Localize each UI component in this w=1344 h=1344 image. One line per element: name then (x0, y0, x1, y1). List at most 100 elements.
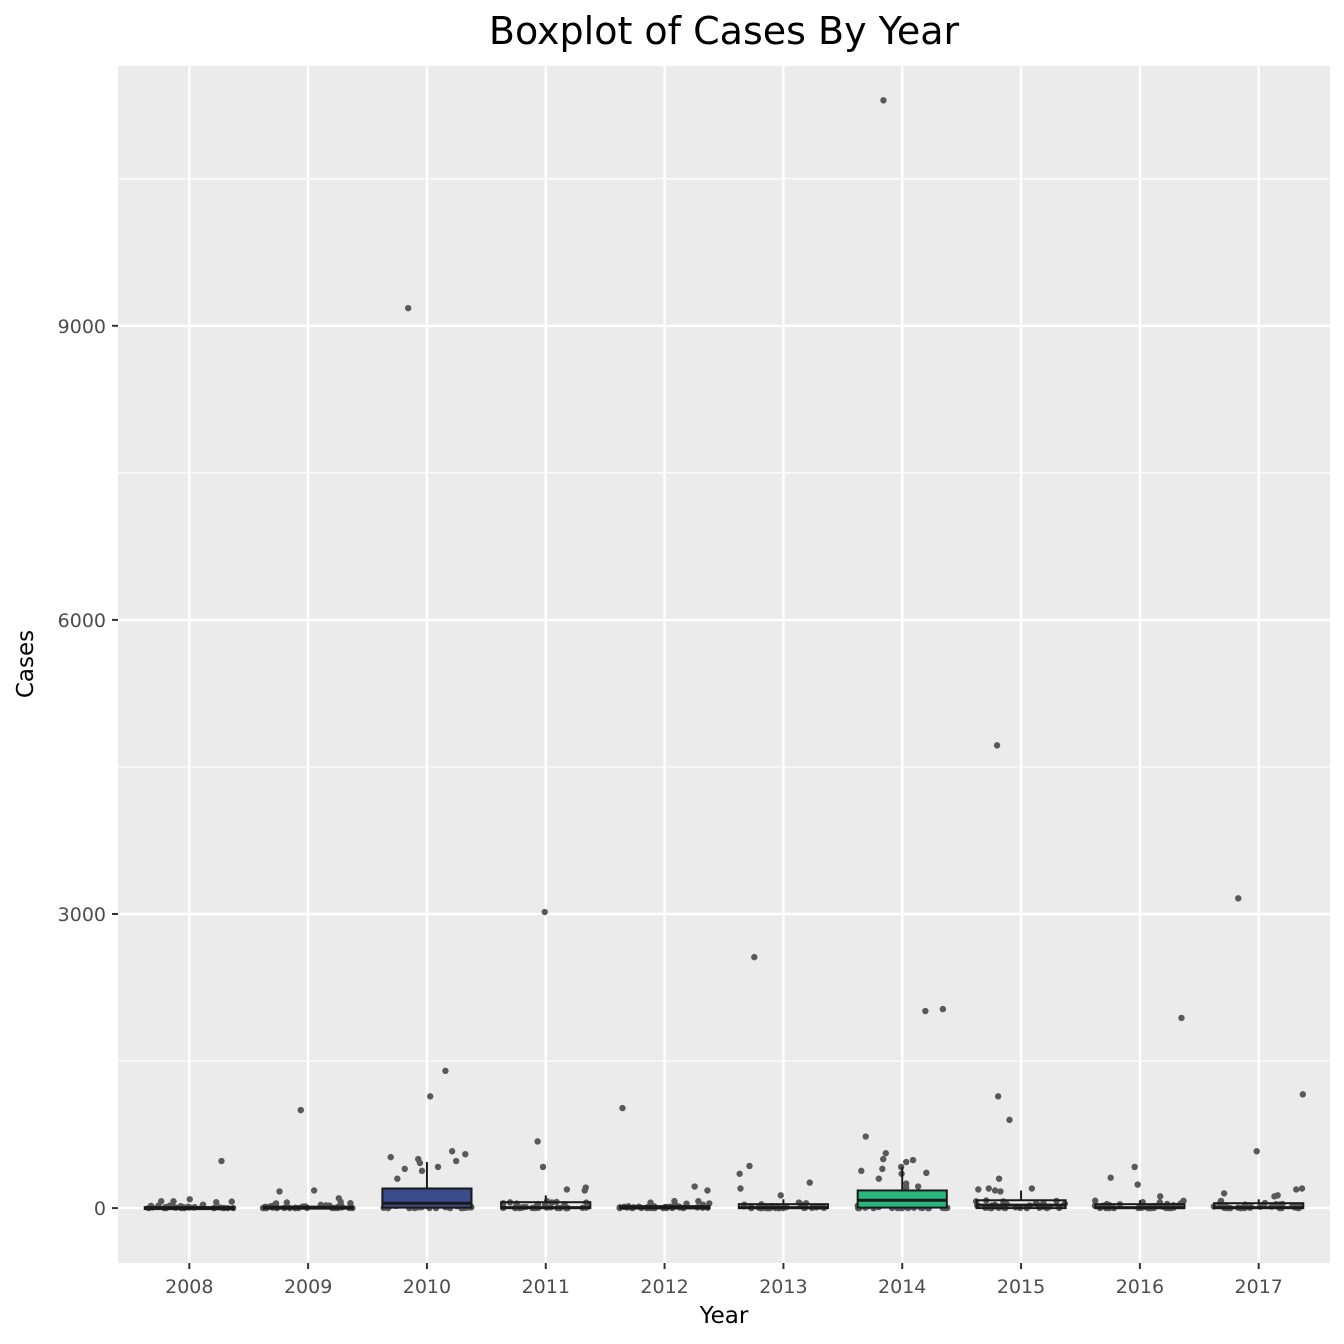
data-point (335, 1195, 342, 1202)
chart-title: Boxplot of Cases By Year (489, 9, 960, 53)
data-point (581, 1187, 588, 1194)
data-point (1028, 1185, 1036, 1192)
data-point (394, 1175, 401, 1182)
data-point (170, 1198, 177, 1205)
boxes (143, 1162, 1305, 1211)
data-point (1178, 1014, 1185, 1022)
data-point (939, 1005, 947, 1013)
data-point (418, 1167, 426, 1175)
data-point (1107, 1174, 1114, 1181)
data-point (448, 1148, 456, 1155)
data-point (880, 97, 887, 104)
x-axis-label: Year (699, 1303, 749, 1329)
data-point (746, 1162, 753, 1170)
data-point (1157, 1193, 1164, 1200)
x-tick-label: 2012 (640, 1276, 688, 1298)
data-point (985, 1185, 992, 1192)
data-point (186, 1196, 193, 1203)
data-point (704, 1187, 711, 1194)
data-point (736, 1170, 743, 1177)
x-axis: 2008 2009 2010 2011 2012 2013 2014 2015 2016 2017 (165, 1263, 1283, 1298)
y-axis: 0 3000 6000 9000 (58, 316, 118, 1220)
x-tick-label: 2013 (759, 1276, 807, 1298)
data-point (452, 1157, 460, 1165)
data-point (995, 1175, 1003, 1182)
data-point (1293, 1186, 1300, 1193)
data-point (297, 1106, 304, 1114)
data-point (1235, 895, 1242, 902)
data-point (158, 1198, 165, 1205)
data-point (879, 1165, 886, 1173)
data-point (909, 1156, 917, 1164)
x-tick-label: 2014 (878, 1276, 926, 1298)
data-point (1299, 1091, 1307, 1098)
data-point (427, 1093, 434, 1100)
data-point (902, 1184, 910, 1191)
data-point (534, 1138, 541, 1145)
data-point (404, 304, 412, 312)
data-point (903, 1158, 910, 1166)
x-tick-label: 2015 (997, 1276, 1045, 1298)
data-point (1006, 1116, 1013, 1124)
data-point (539, 1163, 547, 1171)
data-point (619, 1104, 626, 1112)
plot-panel (118, 66, 1330, 1263)
data-point (993, 742, 1001, 749)
y-tick-label: 0 (94, 1198, 106, 1220)
data-point (695, 1197, 702, 1205)
x-tick-label: 2010 (403, 1276, 451, 1298)
data-point (347, 1199, 354, 1207)
data-point (875, 1175, 883, 1182)
x-tick-label: 2016 (1116, 1276, 1164, 1298)
data-point (922, 1007, 929, 1015)
x-tick-label: 2009 (284, 1276, 332, 1298)
data-point (213, 1199, 220, 1206)
data-point (1180, 1197, 1187, 1204)
data-point (310, 1187, 318, 1194)
y-tick-label: 3000 (58, 904, 106, 926)
x-tick-label: 2017 (1235, 1276, 1283, 1298)
x-tick-label: 2011 (522, 1276, 570, 1298)
data-point (462, 1150, 469, 1158)
data-point (737, 1185, 744, 1192)
data-point (416, 1159, 424, 1167)
data-point (434, 1163, 442, 1171)
data-point (218, 1157, 225, 1165)
data-point (1131, 1163, 1138, 1171)
y-tick-label: 9000 (58, 316, 106, 338)
data-point (1134, 1181, 1141, 1188)
data-point (997, 1188, 1004, 1195)
data-point (276, 1188, 283, 1195)
data-point (691, 1183, 698, 1190)
data-point (777, 1192, 784, 1199)
grid-major (118, 66, 1330, 1263)
data-point (541, 908, 548, 916)
data-point (897, 1163, 905, 1171)
data-point (228, 1198, 235, 1205)
data-point (923, 1169, 930, 1177)
x-tick-label: 2008 (165, 1276, 213, 1298)
data-point (1298, 1185, 1306, 1192)
data-point (751, 953, 758, 961)
data-point (991, 1187, 999, 1194)
data-point (401, 1165, 408, 1173)
data-point (387, 1153, 394, 1161)
data-point (858, 1167, 865, 1175)
box-2010 (381, 1187, 473, 1209)
data-point (994, 1093, 1002, 1100)
data-point (1271, 1193, 1278, 1200)
data-point (882, 1150, 889, 1157)
grid-minor (118, 178, 1330, 1062)
data-point (1253, 1148, 1260, 1155)
data-point (706, 1200, 713, 1207)
data-point (647, 1199, 654, 1206)
data-point (442, 1067, 449, 1075)
data-point (283, 1199, 291, 1206)
data-point (914, 1183, 922, 1190)
data-point (1220, 1190, 1228, 1197)
data-point (975, 1186, 982, 1193)
y-tick-label: 6000 (58, 610, 106, 632)
data-point (862, 1133, 869, 1140)
data-point (806, 1179, 813, 1186)
